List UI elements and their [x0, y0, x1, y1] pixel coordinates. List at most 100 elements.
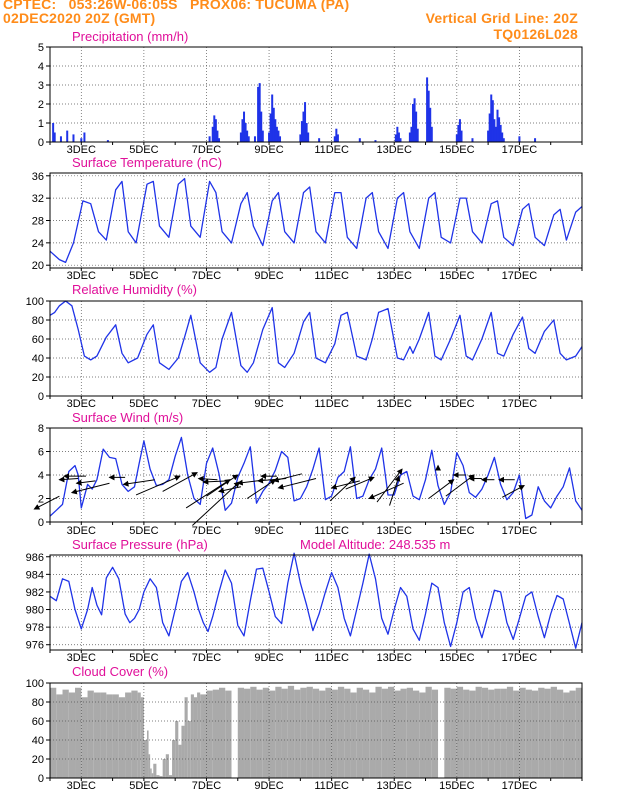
precip-bar — [416, 128, 419, 142]
wind-arrow — [197, 475, 218, 482]
y-tick-label: 36 — [32, 171, 44, 183]
precip-bar — [490, 94, 493, 142]
x-tick-label: 15DEC — [439, 780, 475, 792]
cloud-bar — [87, 690, 94, 778]
cloud-bar — [350, 692, 357, 778]
precip-bar — [80, 138, 83, 142]
cloud-bar — [162, 759, 166, 778]
panel-frame — [49, 427, 583, 523]
x-tick-label: 5DEC — [129, 144, 158, 156]
precip-bar — [427, 90, 430, 142]
x-tick-label: 7DEC — [192, 525, 221, 537]
precip-bar — [499, 124, 502, 142]
precip-bar — [396, 126, 399, 142]
cloud-bar — [431, 689, 439, 778]
cloud-bar — [319, 690, 326, 778]
precip-bar — [494, 126, 497, 142]
precip-bar — [318, 138, 321, 142]
precip-bar — [397, 132, 400, 142]
panel-title-pressure: Surface Pressure (hPa) — [72, 537, 208, 552]
panel-rh: Relative Humidity (%) 0 20 40 60 80 100 3DEC 5DE… — [26, 282, 583, 410]
panel-title-cloud: Cloud Cover (%) — [72, 664, 168, 679]
cloud-bar — [131, 690, 138, 778]
cloud-bar — [425, 686, 432, 778]
cloud-bar — [387, 686, 395, 778]
cloud-bar — [312, 688, 320, 778]
cloud-bar — [197, 692, 201, 778]
precip-bar — [457, 124, 460, 142]
y-tick-label: 4 — [38, 470, 44, 482]
x-tick-label: 9DEC — [254, 525, 283, 537]
wind-arrow — [218, 486, 241, 494]
x-tick-label: 11DEC — [314, 144, 349, 156]
panel-title-rh: Relative Humidity (%) — [72, 282, 197, 297]
precip-bar — [305, 123, 308, 142]
precip-bar — [279, 136, 282, 142]
cloud-bar — [262, 687, 270, 778]
wind-arrow — [135, 475, 181, 496]
cloud-bar — [475, 686, 482, 778]
x-tick-label: 17DEC — [502, 525, 538, 537]
precip-bar — [274, 119, 277, 142]
precip-bar — [458, 119, 461, 142]
precip-bar — [426, 77, 429, 142]
cloud-bar — [168, 775, 173, 778]
cloud-bar — [256, 689, 263, 778]
model-altitude: Model Altitude: 248.535 m — [300, 537, 450, 552]
y-tick-label: 2 — [38, 99, 44, 111]
precip-bar — [488, 113, 491, 142]
precip-bar — [374, 140, 377, 142]
y-tick-label: 28 — [32, 216, 44, 228]
cloud-bar — [456, 686, 464, 778]
cloud-bar — [519, 687, 526, 778]
cloud-bar — [500, 688, 507, 778]
cloud-bar — [187, 721, 191, 778]
panel-precip: Precipitation (mm/h) 0 1 2 3 4 5 3DEC 5DEC 7DEC 9D… — [38, 29, 583, 156]
cloud-bar — [75, 687, 82, 778]
cloud-bar — [68, 692, 76, 778]
precip-bar — [399, 138, 402, 142]
precip-bar — [258, 83, 261, 142]
y-tick-label: 980 — [26, 605, 44, 617]
precip-bar — [304, 102, 307, 142]
wind-arrow — [192, 481, 241, 526]
precip-bar — [53, 132, 56, 142]
x-tick-label: 15DEC — [439, 270, 475, 282]
cloud-bar — [413, 690, 420, 778]
y-tick-label: 5 — [38, 42, 44, 54]
precip-bar — [518, 136, 521, 142]
cloud-bar — [250, 686, 257, 778]
precip-bar — [239, 132, 242, 142]
precip-bar — [269, 113, 272, 142]
cloud-bar — [151, 773, 154, 778]
precip-bar — [208, 136, 211, 142]
precip-bar — [268, 132, 271, 142]
precip-bar — [487, 130, 490, 142]
x-tick-label: 7DEC — [192, 144, 221, 156]
cloud-bar — [237, 687, 245, 778]
wind-arrow — [345, 476, 375, 490]
precip-bar — [216, 130, 219, 142]
cloud-bar — [569, 690, 576, 778]
y-tick-label: 20 — [32, 754, 44, 766]
cloud-bar — [140, 697, 144, 778]
precip-bar — [253, 136, 256, 142]
x-tick-label: 17DEC — [502, 780, 538, 792]
y-tick-label: 20 — [32, 260, 44, 272]
wind-arrow — [33, 495, 60, 510]
date-header: 02DEC2020 20Z (GMT) — [3, 10, 156, 26]
y-tick-label: 32 — [32, 193, 44, 205]
wind-arrow — [389, 475, 401, 506]
precip-bar — [247, 136, 250, 142]
precip-bar — [272, 107, 275, 142]
panel-title-wind: Surface Wind (m/s) — [72, 410, 183, 425]
cloud-bar — [165, 754, 169, 778]
x-tick-label: 9DEC — [254, 398, 283, 410]
y-tick-label: 80 — [32, 315, 44, 327]
panel-frame — [49, 300, 583, 397]
precip-bar — [410, 126, 413, 142]
y-tick-label: 986 — [26, 552, 44, 564]
cloud-bar — [375, 686, 382, 778]
y-tick-label: 0 — [38, 137, 44, 149]
location-header: CPTEC: 053:26W-06:05S PROX06: TUCUMA (PA… — [3, 0, 350, 12]
